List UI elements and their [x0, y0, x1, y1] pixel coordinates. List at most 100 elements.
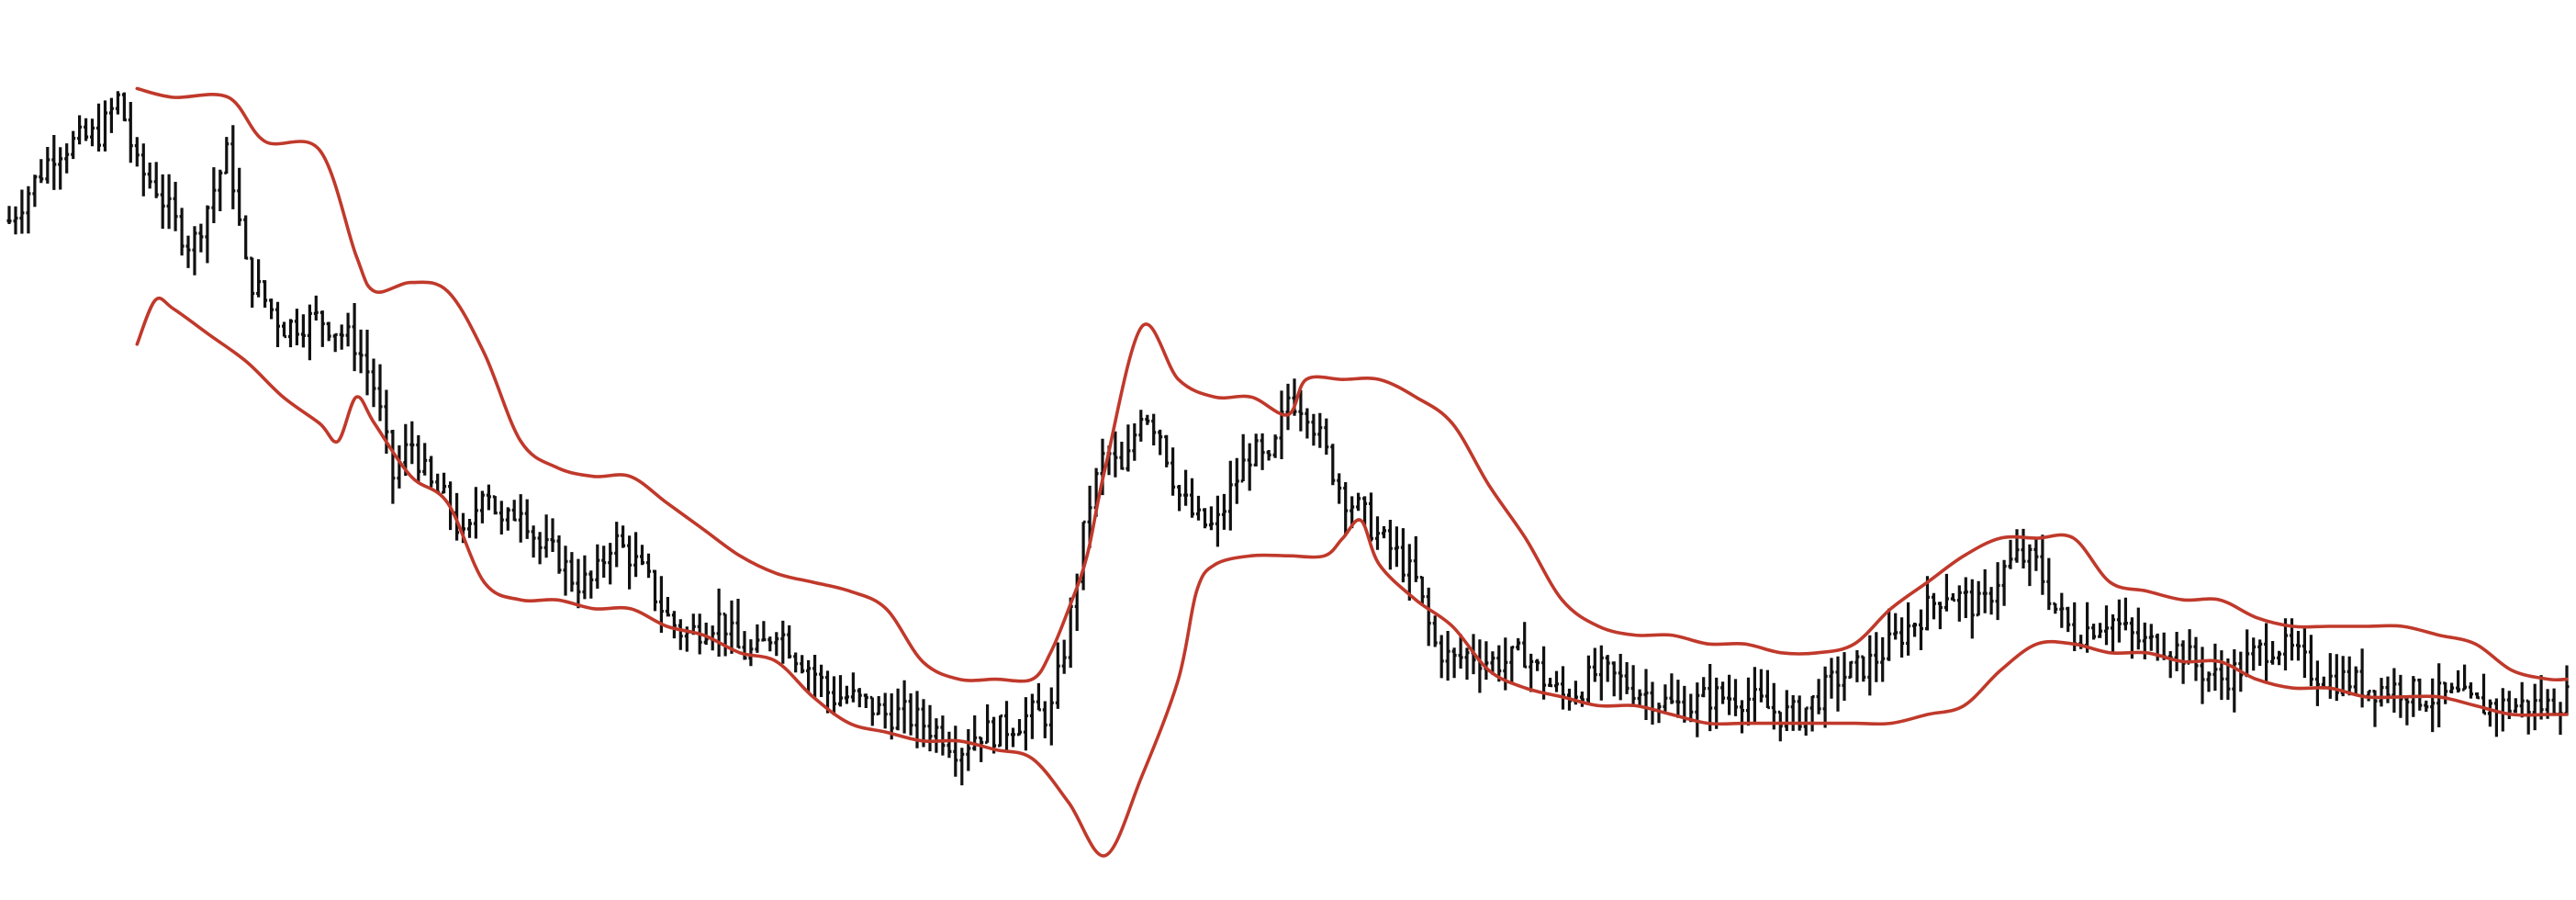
ohlc-bar: [492, 495, 498, 515]
ohlc-bar: [153, 162, 159, 198]
ohlc-bar: [19, 189, 25, 234]
ohlc-bar: [863, 693, 868, 708]
ohlc-bar: [1797, 695, 1802, 731]
ohlc-bar: [1113, 431, 1118, 478]
ohlc-bar: [1387, 520, 1393, 570]
ohlc-bar: [653, 569, 657, 612]
ohlc-bar: [1285, 383, 1291, 431]
ohlc-bar: [1816, 679, 1821, 714]
ohlc-bar: [2187, 629, 2192, 665]
ohlc-bar: [895, 688, 901, 731]
ohlc-bar: [595, 544, 600, 589]
ohlc-bar: [1061, 639, 1067, 674]
ohlc-bar: [1029, 693, 1035, 739]
ohlc-bar: [838, 675, 843, 707]
ohlc-bar: [2014, 529, 2020, 563]
ohlc-bar: [556, 535, 562, 574]
ohlc-bar: [1406, 544, 1412, 601]
ohlc-bar: [2443, 681, 2448, 704]
ohlc-bar: [1164, 434, 1170, 467]
ohlc-bar: [115, 91, 120, 115]
ohlc-bar: [857, 688, 862, 708]
ohlc-bar: [2257, 639, 2263, 666]
ohlc-bar: [211, 167, 217, 223]
ohlc-bar: [524, 499, 530, 539]
ohlc-bar: [2385, 676, 2391, 703]
ohlc-bar: [953, 726, 958, 777]
ohlc-bar: [511, 500, 517, 522]
ohlc-bar: [1356, 492, 1361, 512]
ohlc-bar: [1829, 658, 1834, 699]
ohlc-bar: [614, 522, 620, 568]
ohlc-bar: [319, 310, 325, 347]
ohlc-bar: [646, 553, 651, 579]
ohlc-bar: [454, 492, 460, 541]
ohlc-bar: [793, 652, 799, 673]
ohlc-bar: [537, 532, 543, 565]
lower-bollinger-band: [135, 296, 2569, 858]
ohlc-bar: [275, 301, 280, 347]
ohlc-bar: [1548, 678, 1553, 688]
ohlc-bar: [1215, 495, 1220, 547]
ohlc-bar: [825, 670, 830, 714]
ohlc-bar: [422, 443, 428, 476]
ohlc-bar: [908, 693, 913, 736]
ohlc-bar: [486, 484, 491, 511]
ohlc-bar: [2359, 648, 2365, 708]
ohlc-bar: [1663, 684, 1668, 712]
ohlc-bar: [505, 507, 510, 531]
ohlc-bar: [2346, 656, 2352, 696]
ohlc-bar: [876, 696, 881, 715]
ohlc-bar: [282, 321, 286, 339]
ohlc-bar: [1048, 687, 1054, 746]
ohlc-bar: [377, 364, 383, 422]
ohlc-bar: [1809, 694, 1815, 732]
ohlc-bar: [2391, 668, 2397, 713]
ohlc-bar: [2040, 534, 2045, 595]
ohlc-bar: [1598, 645, 1604, 701]
ohlc-bar: [2148, 624, 2154, 651]
ohlc-bar: [1138, 410, 1144, 442]
ohlc-bar: [2475, 692, 2480, 700]
ohlc-bar: [2327, 653, 2333, 699]
ohlc-bar: [26, 186, 31, 234]
ohlc-bar: [1932, 592, 1936, 620]
ohlc-bar: [985, 704, 991, 745]
ohlc-bar: [1158, 429, 1163, 456]
ohlc-bar: [2219, 650, 2224, 701]
ohlc-bar: [722, 613, 728, 657]
ohlc-bar: [550, 518, 555, 552]
ohlc-bar: [2519, 681, 2525, 718]
ohlc-bar: [192, 226, 197, 276]
ohlc-bar: [946, 731, 952, 759]
ohlc-bar: [1132, 423, 1137, 461]
ohlc-bar: [1758, 669, 1764, 703]
ohlc-bar: [531, 525, 536, 558]
ohlc-bar: [1272, 434, 1278, 458]
ohlc-bar: [1746, 677, 1751, 726]
ohlc-bar: [2487, 699, 2492, 727]
ohlc-bar: [300, 314, 306, 348]
ohlc-bar: [1624, 662, 1630, 694]
ohlc-bar: [1240, 433, 1246, 483]
ohlc-bar: [934, 718, 939, 753]
ohlc-bar: [1369, 492, 1373, 542]
ohlc-bar: [397, 444, 402, 489]
ohlc-bar: [64, 143, 70, 174]
ohlc-bar: [13, 206, 18, 235]
ohlc-bar: [1874, 632, 1879, 682]
ohlc-bar: [1752, 667, 1757, 723]
ohlc-bar: [332, 332, 338, 353]
ohlc-bar: [84, 118, 89, 141]
ohlc-bar: [1695, 682, 1700, 737]
ohlc-bar: [1330, 444, 1336, 486]
ohlc-bar: [90, 118, 95, 147]
ohlc-bar: [2404, 697, 2410, 726]
ohlc-bar: [2417, 678, 2423, 711]
ohlc-bar: [498, 501, 504, 534]
ohlc-bar: [703, 623, 709, 646]
ohlc-bar: [671, 611, 677, 639]
ohlc-bar: [959, 748, 965, 786]
ohlc-bar: [543, 514, 549, 558]
